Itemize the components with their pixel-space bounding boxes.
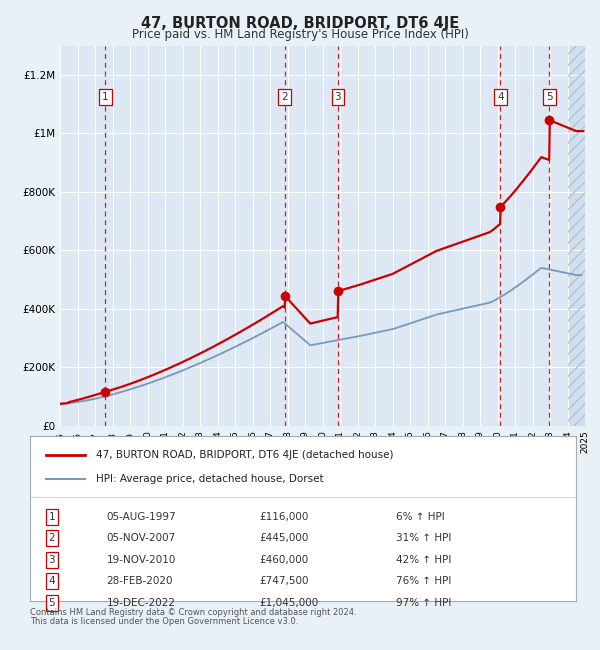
Text: 4: 4	[497, 92, 503, 102]
Text: 1: 1	[102, 92, 109, 102]
Text: 1: 1	[49, 512, 55, 522]
Text: £116,000: £116,000	[259, 512, 308, 522]
Text: 97% ↑ HPI: 97% ↑ HPI	[396, 598, 451, 608]
Text: £460,000: £460,000	[259, 555, 308, 565]
Text: 3: 3	[49, 555, 55, 565]
Text: 76% ↑ HPI: 76% ↑ HPI	[396, 577, 451, 586]
Text: 5: 5	[49, 598, 55, 608]
Text: Price paid vs. HM Land Registry's House Price Index (HPI): Price paid vs. HM Land Registry's House …	[131, 28, 469, 41]
Text: 42% ↑ HPI: 42% ↑ HPI	[396, 555, 451, 565]
Text: £445,000: £445,000	[259, 533, 308, 543]
Text: This data is licensed under the Open Government Licence v3.0.: This data is licensed under the Open Gov…	[30, 618, 298, 627]
Text: £1,045,000: £1,045,000	[259, 598, 319, 608]
Text: £747,500: £747,500	[259, 577, 309, 586]
Text: 28-FEB-2020: 28-FEB-2020	[106, 577, 173, 586]
Text: 19-DEC-2022: 19-DEC-2022	[106, 598, 175, 608]
Text: 3: 3	[335, 92, 341, 102]
Text: 31% ↑ HPI: 31% ↑ HPI	[396, 533, 451, 543]
Text: 4: 4	[49, 577, 55, 586]
Text: 2: 2	[281, 92, 288, 102]
Text: 47, BURTON ROAD, BRIDPORT, DT6 4JE (detached house): 47, BURTON ROAD, BRIDPORT, DT6 4JE (deta…	[95, 450, 393, 460]
Text: 47, BURTON ROAD, BRIDPORT, DT6 4JE: 47, BURTON ROAD, BRIDPORT, DT6 4JE	[141, 16, 459, 31]
Text: 2: 2	[49, 533, 55, 543]
Text: HPI: Average price, detached house, Dorset: HPI: Average price, detached house, Dors…	[95, 474, 323, 484]
Text: Contains HM Land Registry data © Crown copyright and database right 2024.: Contains HM Land Registry data © Crown c…	[30, 608, 356, 617]
Text: 05-AUG-1997: 05-AUG-1997	[106, 512, 176, 522]
Text: 05-NOV-2007: 05-NOV-2007	[106, 533, 176, 543]
Bar	[568, 46, 585, 426]
Text: 5: 5	[546, 92, 553, 102]
Bar	[568, 46, 585, 426]
Text: 19-NOV-2010: 19-NOV-2010	[106, 555, 176, 565]
Text: 6% ↑ HPI: 6% ↑ HPI	[396, 512, 445, 522]
